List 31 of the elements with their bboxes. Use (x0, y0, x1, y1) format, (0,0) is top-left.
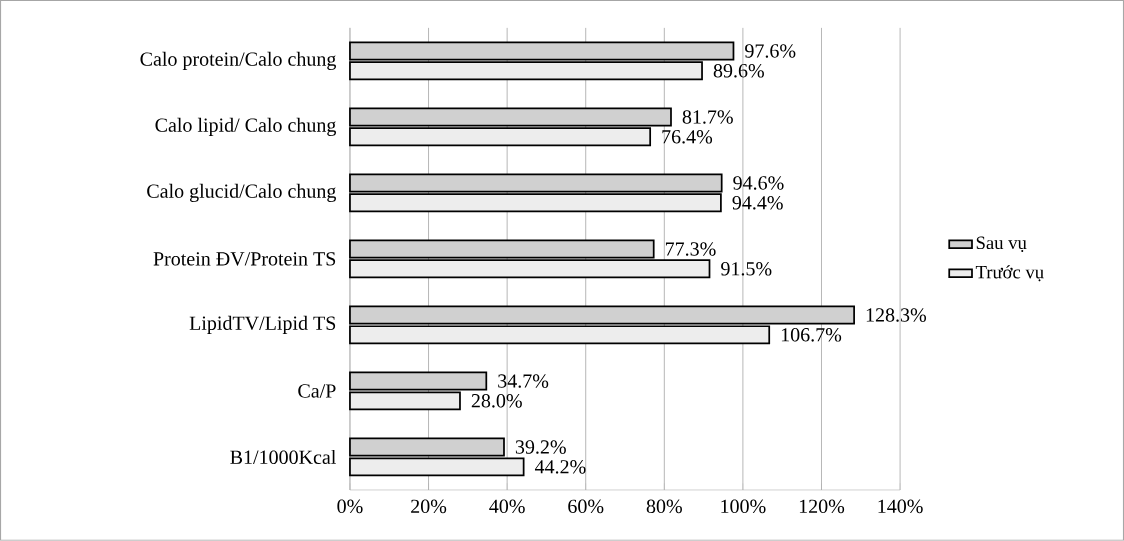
x-tick-label: 20% (411, 499, 447, 514)
data-label: 89.6% (713, 64, 764, 78)
data-label: 128.3% (866, 308, 927, 322)
x-tick-label: 60% (568, 499, 604, 514)
legend-label: Sau vụ (976, 236, 1027, 253)
y-tick-label: LipidTV/Lipid TS (189, 315, 336, 335)
data-label: 94.6% (733, 176, 784, 190)
data-label: 77.3% (665, 242, 716, 256)
data-label: 106.7% (781, 328, 842, 342)
data-label: 44.2% (534, 460, 586, 474)
data-label: 39.2% (515, 440, 566, 454)
x-tick-label: 40% (489, 499, 525, 514)
data-label: 28.0% (471, 394, 522, 408)
y-tick-label: Calo glucid/Calo chung (147, 183, 336, 203)
legend-label: Trước vụ (975, 265, 1044, 282)
y-tick-label: Protein ĐV/Protein TS (153, 252, 336, 266)
x-tick-label: 0% (337, 499, 363, 514)
data-label: 34.7% (498, 374, 549, 388)
x-tick-label: 140% (878, 499, 923, 514)
data-label: 97.6% (745, 44, 796, 58)
y-tick-label: B1/1000Kcal (230, 450, 336, 465)
data-label: 94.4% (732, 196, 783, 210)
data-label: 81.7% (682, 110, 733, 124)
x-tick-label: 120% (799, 499, 845, 514)
x-tick-label: 80% (646, 499, 682, 514)
data-label: 91.5% (721, 262, 772, 276)
y-tick-label: Calo protein/Calo chung (140, 51, 336, 71)
x-tick-label: 100% (721, 499, 766, 514)
data-label: 76.4% (662, 130, 713, 144)
y-tick-label: Ca/P (298, 384, 336, 398)
y-tick-label: Calo lipid/ Calo chung (155, 117, 336, 137)
